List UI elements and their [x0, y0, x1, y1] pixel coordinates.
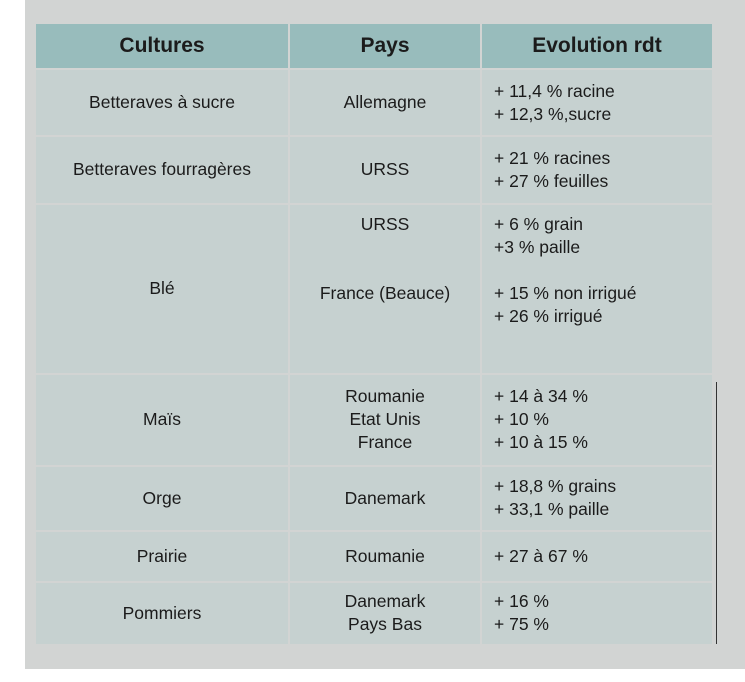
table-row: Blé URSS France (Beauce) + 6 % grain +3 … [36, 204, 712, 373]
culture-cell: Pommiers [36, 582, 288, 644]
header-pays: Pays [290, 24, 480, 68]
header-evolution: Evolution rdt [482, 24, 712, 68]
header-cultures: Cultures [36, 24, 288, 68]
evolution-cell: + 21 % racines + 27 % feuilles [482, 137, 712, 203]
table-row: Betteraves à sucre Allemagne + 11,4 % ra… [36, 70, 712, 136]
culture-cell: Orge [36, 466, 288, 530]
pays-cell: Danemark [290, 466, 480, 530]
table-row: Pommiers Danemark Pays Bas + 16 % + 75 % [36, 582, 712, 644]
table-row: Prairie Roumanie + 27 à 67 % [36, 531, 712, 581]
pays-cell: Roumanie Etat Unis France [290, 374, 480, 465]
header-row: Cultures Pays Evolution rdt [36, 24, 712, 68]
evolution-cell: + 11,4 % racine + 12,3 %,sucre [482, 70, 712, 136]
culture-cell: Maïs [36, 374, 288, 465]
culture-cell: Betteraves fourragères [36, 137, 288, 203]
vertical-rule [716, 382, 717, 644]
evolution-cell: + 16 % + 75 % [482, 582, 712, 644]
table-row: Maïs Roumanie Etat Unis France + 14 à 34… [36, 374, 712, 465]
table-row: Orge Danemark + 18,8 % grains + 33,1 % p… [36, 466, 712, 530]
culture-cell: Blé [36, 204, 288, 373]
evolution-cell: + 14 à 34 % + 10 % + 10 à 15 % [482, 374, 712, 465]
evolution-cell: + 18,8 % grains + 33,1 % paille [482, 466, 712, 530]
pays-cell: Allemagne [290, 70, 480, 136]
pays-cell: URSS France (Beauce) [290, 204, 480, 373]
pays-cell: URSS [290, 137, 480, 203]
culture-cell: Prairie [36, 531, 288, 581]
pays-cell: Roumanie [290, 531, 480, 581]
table-row: Betteraves fourragères URSS + 21 % racin… [36, 137, 712, 203]
yield-table: Cultures Pays Evolution rdt Betteraves à… [34, 22, 714, 646]
culture-cell: Betteraves à sucre [36, 70, 288, 136]
evolution-cell: + 27 à 67 % [482, 531, 712, 581]
pays-cell: Danemark Pays Bas [290, 582, 480, 644]
evolution-cell: + 6 % grain +3 % paille + 15 % non irrig… [482, 204, 712, 373]
